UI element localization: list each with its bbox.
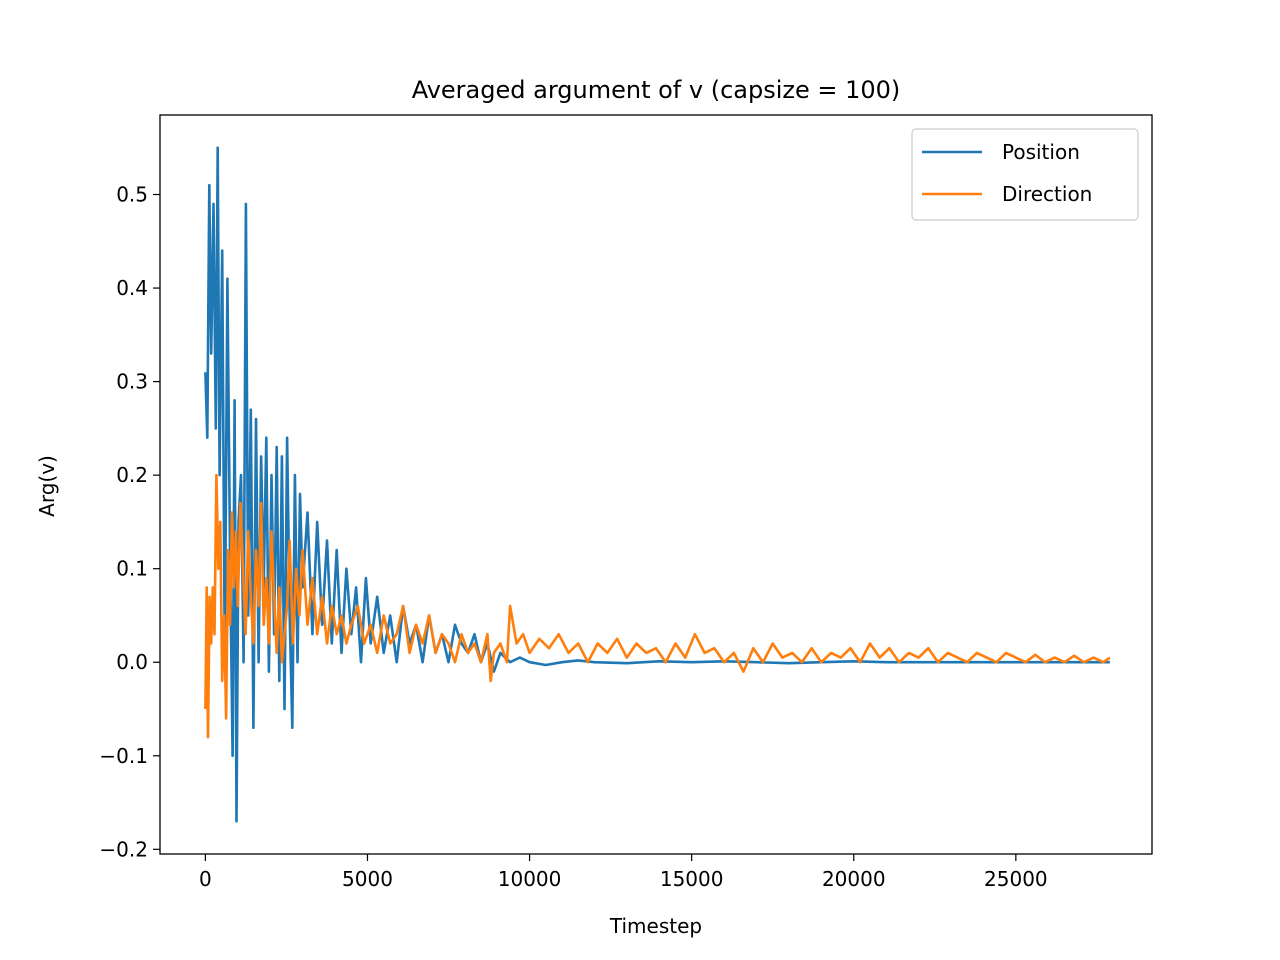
x-tick-label: 5000 (342, 867, 393, 891)
series-line-direction (204, 473, 1111, 739)
y-tick-label: 0.3 (116, 370, 148, 394)
plot-area-frame (159, 114, 1153, 855)
y-tick-label: 0.4 (116, 276, 148, 300)
series-layer (204, 146, 1111, 823)
x-tick-label: 25000 (984, 867, 1048, 891)
x-axis-label: Timestep (609, 914, 702, 938)
y-tick-label: −0.1 (99, 744, 148, 768)
x-tick-label: 0 (199, 867, 212, 891)
x-axis: 0 5000 10000 15000 20000 25000 (199, 854, 1048, 891)
chart-title: Averaged argument of v (capsize = 100) (412, 76, 901, 104)
legend: Position Direction (911, 128, 1139, 221)
y-tick-label: −0.2 (99, 837, 148, 861)
y-axis-label: Arg(v) (35, 455, 59, 517)
legend-label-position: Position (1002, 140, 1080, 164)
x-tick-label: 15000 (660, 867, 724, 891)
x-tick-label: 10000 (498, 867, 562, 891)
legend-label-direction: Direction (1002, 182, 1092, 206)
x-tick-label: 20000 (822, 867, 886, 891)
y-tick-label: 0.5 (116, 183, 148, 207)
y-axis: −0.2 −0.1 0.0 0.1 0.2 0.3 0.4 0.5 (99, 183, 160, 861)
y-tick-label: 0.2 (116, 463, 148, 487)
y-tick-label: 0.1 (116, 557, 148, 581)
y-tick-label: 0.0 (116, 650, 148, 674)
